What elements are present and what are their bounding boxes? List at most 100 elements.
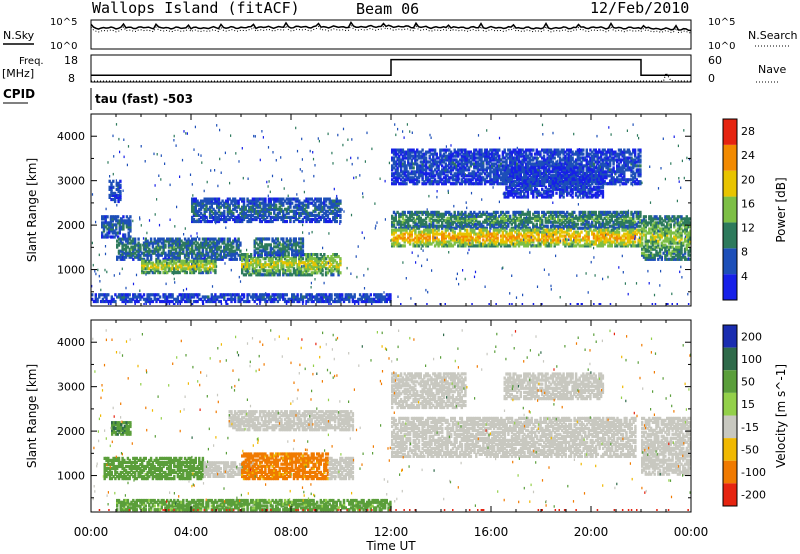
power-cell (587, 236, 590, 240)
power-cell (273, 261, 276, 265)
power-cell (421, 172, 424, 176)
power-cell (433, 180, 437, 184)
power-cell (503, 212, 506, 216)
power-cell (414, 230, 417, 234)
power-cell (551, 230, 555, 234)
power-cell (205, 243, 208, 247)
power-cell (316, 259, 319, 263)
power-cell (503, 148, 506, 152)
power-cell (448, 234, 451, 238)
power-cell (264, 249, 267, 253)
power-cell (530, 152, 533, 156)
power-cell (524, 168, 528, 172)
cpid-label: CPID (3, 87, 35, 101)
power-cell (246, 215, 249, 219)
power-cell (324, 273, 328, 277)
power-cell (551, 162, 555, 166)
power-cell (512, 238, 515, 242)
power-cell (446, 218, 449, 222)
power-cell (491, 234, 494, 238)
power-cell (471, 244, 474, 248)
power-cell (562, 220, 565, 224)
power-cell (499, 242, 503, 246)
power-cell (528, 162, 531, 166)
power-cell (292, 263, 296, 267)
power-cell (603, 226, 606, 230)
power-cell (291, 247, 294, 251)
power-cell (405, 238, 408, 242)
power-cell (466, 234, 469, 238)
power-cell (569, 218, 572, 222)
power-cell (574, 216, 578, 220)
power-cell (130, 251, 133, 255)
power-cell (298, 251, 301, 255)
power-cell (489, 174, 492, 178)
power-cell (442, 160, 446, 164)
power-cell (203, 209, 206, 213)
power-cell (305, 269, 308, 273)
power-cell (171, 253, 174, 257)
power-cell (596, 220, 599, 224)
power-cell (492, 164, 496, 168)
power-cell (226, 209, 230, 213)
power-cell (480, 150, 483, 154)
power-cell (196, 253, 199, 257)
power-cell (144, 271, 147, 275)
power-cell (189, 247, 192, 251)
power-cell (269, 261, 272, 265)
power-cell (614, 236, 617, 240)
power-cell (258, 263, 262, 267)
power-cell (551, 236, 555, 240)
power-cell (398, 236, 401, 240)
power-cell (178, 251, 181, 255)
power-cell (608, 242, 612, 246)
power-cell (598, 224, 601, 228)
power-cell (482, 228, 485, 232)
power-cell (210, 203, 213, 207)
power-cell (537, 226, 540, 230)
power-cell (113, 191, 117, 195)
power-cell (187, 267, 190, 271)
power-cell (182, 249, 185, 253)
power-cell (121, 247, 124, 251)
power-cell (473, 150, 476, 154)
freq-tick-bottom: 8 (68, 72, 75, 85)
power-cell (517, 228, 521, 232)
power-cell (203, 219, 206, 224)
power-cell (235, 239, 238, 243)
power-cell (460, 150, 463, 154)
power-cell (339, 199, 342, 203)
power-cell (398, 150, 401, 154)
power-cell (276, 215, 280, 219)
power-cell (541, 230, 544, 234)
power-cell (403, 178, 406, 182)
power-cell (266, 253, 269, 257)
power-cell (578, 232, 581, 236)
power-cell (544, 234, 547, 238)
power-cell (178, 253, 181, 257)
power-cell (282, 263, 285, 267)
power-cell (233, 201, 237, 205)
power-cell (305, 213, 308, 217)
power-cell (253, 269, 256, 273)
power-cell (451, 214, 455, 218)
power-cell (455, 222, 458, 226)
power-cell (496, 244, 499, 248)
power-cell (394, 148, 397, 152)
power-cell (121, 249, 124, 253)
power-cell (226, 253, 230, 257)
power-cell (505, 220, 508, 224)
power-cell (224, 199, 228, 203)
power-cell (635, 212, 638, 216)
power-cell (191, 255, 194, 259)
power-cell (296, 203, 299, 207)
power-cell (537, 216, 540, 220)
power-cell (544, 218, 547, 222)
power-cell (532, 228, 535, 232)
power-cell (199, 271, 203, 275)
power-cell (507, 244, 510, 248)
power-cell (417, 152, 421, 156)
power-cell (294, 247, 297, 251)
power-cell (501, 172, 505, 176)
power-cell (237, 199, 240, 203)
